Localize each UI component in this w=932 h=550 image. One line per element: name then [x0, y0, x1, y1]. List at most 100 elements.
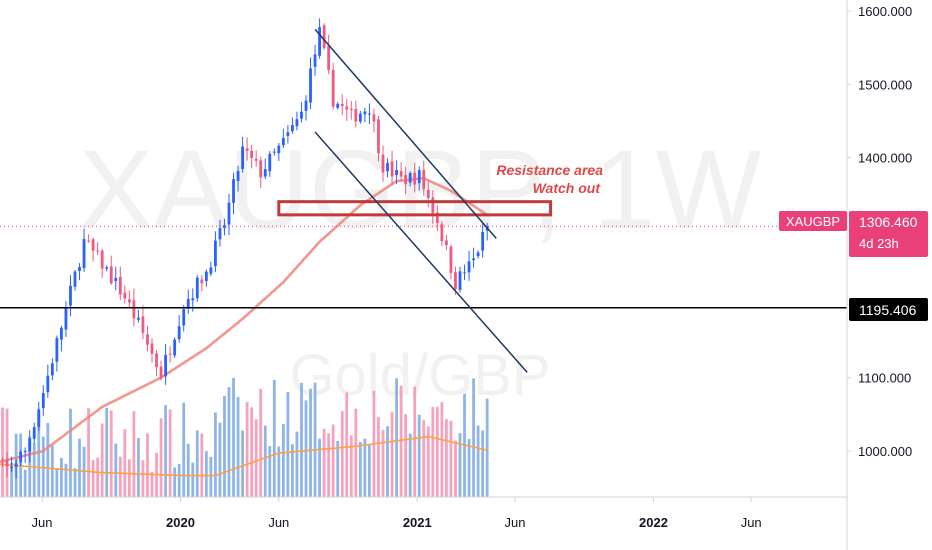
volume-bar — [173, 467, 177, 497]
symbol-badge: XAUGBP — [786, 214, 840, 229]
candle-body — [214, 240, 217, 267]
candle-body — [123, 292, 127, 299]
candle-body — [209, 267, 213, 274]
volume-ma-line — [0, 435, 488, 477]
volume-bar — [368, 444, 371, 497]
candle-body — [159, 366, 163, 379]
channel-upper-line — [314, 28, 497, 239]
volume-bar — [309, 388, 312, 497]
candle-body — [204, 271, 208, 282]
volume-bar — [431, 406, 435, 497]
candle-body — [454, 272, 457, 289]
volume-bar — [223, 395, 226, 497]
volume-bar — [449, 420, 453, 497]
candle-body — [200, 279, 204, 284]
candle-body — [358, 113, 362, 122]
volume-bar — [78, 438, 81, 497]
candle-body — [259, 160, 263, 178]
volume-bar — [87, 408, 90, 497]
candle-body — [345, 106, 349, 110]
volume-bar — [331, 424, 335, 497]
volume-bar — [476, 425, 480, 497]
volume-bar — [349, 435, 353, 497]
volume-bar — [109, 410, 113, 497]
candle-body — [141, 316, 145, 333]
volume-bar — [318, 438, 321, 497]
candle-body — [19, 451, 23, 462]
last-price-value: 1306.460 — [859, 214, 918, 230]
volume-bar — [404, 414, 408, 497]
candle-body — [472, 258, 475, 261]
volume-bar — [127, 459, 131, 497]
candle-body — [377, 119, 380, 154]
candle-body — [1, 460, 4, 462]
volume-bar — [304, 400, 308, 497]
volume-bar — [472, 378, 475, 497]
volume-bar — [481, 430, 485, 497]
volume-bar — [214, 412, 217, 497]
annotation-label[interactable]: Resistance area Watch out — [496, 162, 603, 196]
volume-bar — [41, 436, 45, 497]
resistance-box — [277, 200, 553, 217]
volume-bar — [381, 429, 385, 497]
candle-body — [445, 240, 448, 246]
volume-bar — [467, 438, 471, 497]
volume-bar — [23, 469, 27, 497]
volume-bar — [363, 438, 367, 497]
candle-body — [236, 170, 240, 181]
volume-bar — [164, 405, 167, 497]
volume-bar — [245, 402, 249, 497]
time-tick-label: Jun — [32, 515, 53, 530]
candle-body — [458, 271, 462, 290]
moving-average-line — [0, 176, 489, 464]
candle-body — [191, 298, 195, 301]
countdown-label: 4d 23h — [859, 236, 899, 251]
candle-body — [60, 327, 63, 340]
volume-bar — [123, 429, 127, 497]
price-tick-label: 1100.000 — [858, 371, 911, 386]
candle-body — [413, 172, 417, 185]
drawings-layer[interactable] — [0, 28, 847, 373]
candle-body — [463, 272, 466, 274]
candle-body — [422, 169, 426, 189]
time-axis[interactable]: Jun 2020 Jun 2021 Jun 2022 Jun — [32, 497, 762, 530]
candle-body — [232, 179, 235, 203]
volume-bar — [150, 471, 154, 497]
volume-bar — [322, 428, 326, 497]
ma-path — [0, 176, 489, 464]
volume-bar — [236, 396, 240, 497]
candle-body — [182, 309, 186, 326]
candle-body — [32, 427, 36, 439]
volume-bar — [336, 440, 340, 497]
candle-body — [300, 111, 303, 119]
candle-body — [440, 224, 444, 242]
volume-bar — [390, 411, 394, 497]
time-tick-label: Jun — [268, 515, 289, 530]
volume-bar — [191, 462, 195, 497]
candle-body — [304, 100, 308, 111]
candle-body — [476, 252, 480, 257]
volume-bar — [96, 457, 100, 497]
volume-bar — [272, 379, 276, 497]
candle-body — [467, 261, 471, 273]
candle-body — [14, 463, 18, 468]
watermark-symbol: XAUGBP, 1W — [79, 127, 762, 252]
candle-body — [372, 114, 376, 122]
candle-body — [481, 231, 485, 251]
volume-bar — [241, 430, 244, 497]
candle-body — [87, 240, 90, 242]
time-tick-label: Jun — [741, 515, 762, 530]
candle-body — [28, 438, 32, 452]
volume-bar — [177, 464, 181, 497]
candle-body — [241, 146, 244, 169]
candle-body — [105, 267, 109, 269]
volume-bar — [340, 411, 344, 497]
candle-body — [435, 212, 439, 223]
candle-body — [318, 27, 321, 56]
candle-body — [168, 353, 172, 355]
volume-bar — [399, 385, 403, 497]
candle-body — [336, 103, 340, 108]
candle-body — [177, 326, 181, 340]
